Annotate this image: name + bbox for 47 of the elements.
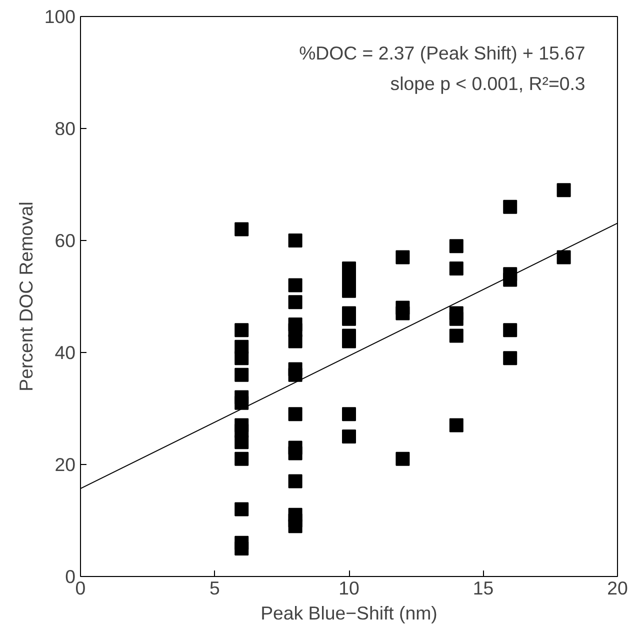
annotation: slope p < 0.001, R²=0.3 [390,73,586,94]
point [396,250,410,264]
x-axis-title: Peak Blue−Shift (nm) [260,602,438,624]
point [288,446,302,460]
point [234,435,249,450]
point [396,306,410,320]
y-tick-label: 100 [44,6,76,27]
point [234,222,249,236]
point [288,474,302,488]
point [288,407,302,422]
x-tick-label: 5 [210,578,220,598]
point [288,295,302,310]
point [449,418,464,432]
point [288,368,302,382]
point [288,519,302,534]
y-axis-title: Percent DOC Removal [15,202,36,392]
point [288,278,302,292]
point [342,407,356,422]
point [234,452,249,466]
point [556,183,571,198]
point [449,312,464,326]
point [234,323,249,338]
point [234,396,249,410]
y-tick-label: 60 [54,230,76,251]
point [503,351,518,366]
point [396,452,410,466]
point [234,351,249,366]
point [449,239,464,254]
x-tick-label: 20 [607,578,628,598]
point [449,328,464,343]
y-tick-label: 80 [54,118,76,139]
point [503,200,518,214]
point [234,502,249,516]
point [234,368,249,382]
point [342,430,356,444]
y-tick-label: 40 [54,342,76,363]
point [556,250,571,264]
annotation: %DOC = 2.37 (Peak Shift) + 15.67 [299,42,586,64]
point [288,234,302,248]
point [503,323,518,338]
point [503,272,518,287]
x-tick-label: 10 [338,578,360,598]
y-tick-label: 20 [54,454,76,475]
point [288,334,302,348]
point [234,542,249,556]
x-tick-label: 15 [472,578,494,598]
point [449,262,464,276]
